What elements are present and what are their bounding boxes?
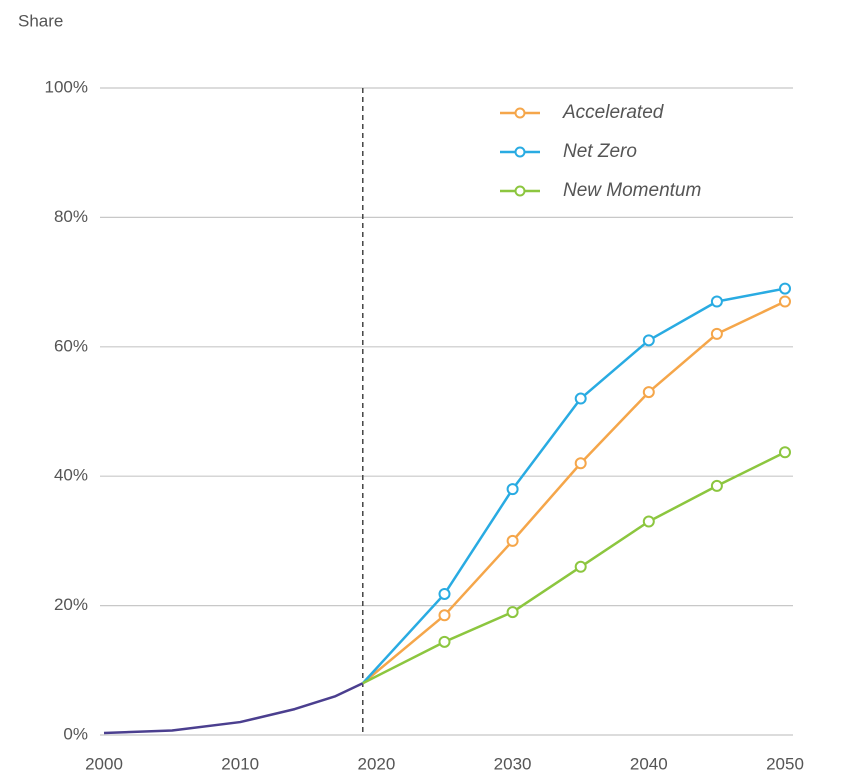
x-tick-label: 2040 (630, 754, 668, 773)
x-tick-label: 2000 (85, 754, 123, 773)
legend-label: Net Zero (563, 141, 637, 162)
point-marker (506, 483, 519, 496)
point-marker (438, 635, 451, 648)
point-marker (438, 609, 451, 622)
legend-marker (514, 146, 526, 158)
legend-label: Accelerated (562, 102, 665, 123)
point-marker (642, 515, 655, 528)
point-marker (438, 587, 451, 600)
point-marker (779, 295, 791, 308)
y-tick-label: 80% (54, 207, 88, 226)
x-tick-label: 2020 (357, 754, 395, 773)
point-marker (642, 334, 655, 347)
legend-marker (514, 185, 526, 197)
point-marker (710, 327, 723, 340)
y-axis-label: Share (18, 11, 63, 30)
series-line (103, 682, 364, 735)
point-marker (574, 392, 587, 405)
point-marker (710, 479, 723, 492)
y-tick-label: 40% (54, 466, 88, 485)
y-tick-label: 100% (45, 77, 88, 96)
y-tick-label: 60% (54, 336, 88, 355)
point-marker (506, 606, 519, 619)
y-tick-label: 0% (63, 724, 88, 743)
point-marker (779, 282, 791, 295)
point-marker (574, 560, 587, 573)
y-tick-label: 20% (54, 595, 88, 614)
legend-marker (514, 107, 526, 119)
point-marker (642, 386, 655, 399)
series-line (361, 300, 786, 685)
x-tick-label: 2010 (221, 754, 259, 773)
legend-label: New Momentum (563, 180, 701, 201)
point-marker (779, 446, 791, 459)
point-marker (710, 295, 723, 308)
x-tick-label: 2030 (494, 754, 532, 773)
point-marker (574, 457, 587, 470)
point-marker (506, 534, 519, 547)
x-tick-label: 2050 (766, 754, 804, 773)
